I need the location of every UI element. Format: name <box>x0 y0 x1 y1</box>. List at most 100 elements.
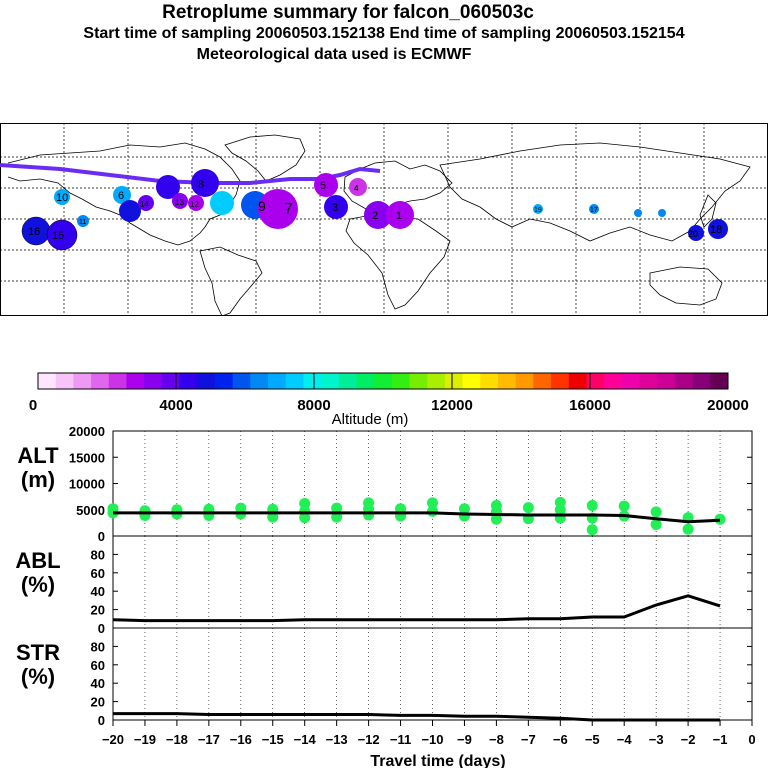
plume-point <box>714 513 726 525</box>
map-label: 3 <box>332 202 338 214</box>
colorbar-tick-label: 8000 <box>297 397 330 414</box>
plume-clusters <box>21 169 728 251</box>
altitude-colorbar: 0 4000 8000 12000 16000 20000 Altitude (m) <box>29 372 749 428</box>
cluster-19b <box>589 204 599 214</box>
y-tick-label: 0 <box>98 713 105 728</box>
panel-ylabel: ALT <box>17 443 59 468</box>
plume-point <box>427 497 438 509</box>
colorbar-cell <box>444 373 464 389</box>
cluster-20 <box>688 225 704 241</box>
colorbar-cell <box>144 373 163 389</box>
y-tick-label: 0 <box>98 529 105 544</box>
colorbar-cell <box>250 373 269 389</box>
x-tick-label: −11 <box>390 732 411 747</box>
y-tick-label: 0 <box>98 621 105 636</box>
x-tick-label: −2 <box>681 732 696 747</box>
median-trajectory <box>0 163 381 185</box>
x-tick-label: −1 <box>713 732 728 747</box>
colorbar-cell <box>391 373 411 389</box>
plume-point <box>618 500 630 512</box>
colorbar-label: Altitude (m) <box>332 411 409 428</box>
colorbar-cell <box>692 373 711 389</box>
colorbar-cell <box>91 373 110 389</box>
panel-frame <box>112 627 753 721</box>
x-tick-label: −16 <box>230 732 252 747</box>
map-label: 7 <box>284 201 293 218</box>
x-tick-label: −8 <box>489 732 504 747</box>
colorbar-cell <box>427 373 446 389</box>
colorbar-cell <box>55 373 74 389</box>
y-tick-label: 15000 <box>69 450 105 465</box>
cluster-5 <box>210 191 234 215</box>
x-tick-label: −12 <box>358 732 380 747</box>
plume-point <box>586 524 598 536</box>
colorbar-cell <box>161 373 181 389</box>
x-tick-label: −15 <box>262 732 284 747</box>
cluster-1 <box>386 201 414 229</box>
asia-coast <box>439 142 751 242</box>
colorbar-cell <box>586 373 605 389</box>
cluster-14 <box>138 195 154 211</box>
y-tick-label: 10000 <box>69 477 105 492</box>
colorbar-ticks: 0 4000 8000 12000 16000 20000 <box>29 373 749 414</box>
map-gridlines <box>0 123 768 316</box>
cluster-15 <box>46 219 78 251</box>
colorbar-tick-label: 4000 <box>159 397 192 414</box>
cluster-4 <box>349 178 367 196</box>
plume-point <box>650 506 662 518</box>
y-tick-label: 5000 <box>76 503 105 518</box>
colorbar-tick-label: 0 <box>29 397 37 414</box>
colorbar-tick-label: 12000 <box>431 397 473 414</box>
panel-ylabel: (%) <box>21 664 55 689</box>
colorbar-cell <box>480 373 499 389</box>
cluster-3 <box>324 195 348 219</box>
north-america-coast <box>7 142 241 246</box>
colorbar-cell <box>621 373 641 389</box>
map-label: 15 <box>52 230 64 242</box>
cluster-6 <box>113 186 131 204</box>
colorbar-cell <box>604 373 623 389</box>
map-label: 14 <box>140 200 149 209</box>
x-tick-label: −17 <box>198 732 220 747</box>
colorbar-cell <box>108 373 127 389</box>
plume-point <box>586 500 598 512</box>
map-label: 16 <box>28 226 40 238</box>
cluster-10 <box>54 189 70 205</box>
colorbar-tick-label: 16000 <box>569 397 611 414</box>
y-tick-label: 20 <box>91 603 105 618</box>
x-axis: −20 −19 −18 −17 −16 −15 −14 −13 −12 −11 −10 −9 −8 −7−… <box>102 720 756 747</box>
x-axis-label: Travel time (days) <box>370 753 505 768</box>
map-label: 13 <box>175 198 184 207</box>
colorbar-cell <box>303 373 322 389</box>
x-tick-label: −10 <box>421 732 443 747</box>
plume-point <box>458 503 470 515</box>
x-tick-label: −14 <box>294 732 317 747</box>
map-label: 1 <box>396 210 402 222</box>
map-label: 18 <box>710 224 722 236</box>
x-tick-label: −20 <box>102 732 124 747</box>
str-line <box>113 712 720 722</box>
colorbar-cell <box>126 373 145 389</box>
y-tick-label: 20000 <box>69 424 105 439</box>
panel-ylabel: (%) <box>21 572 55 597</box>
cluster-8b <box>191 169 219 197</box>
colorbar-cells <box>38 373 729 389</box>
colorbar-cell <box>356 373 375 389</box>
colorbar-frame <box>37 372 729 390</box>
cluster-19d <box>658 209 666 217</box>
colorbar-cell <box>179 373 198 389</box>
plume-point <box>299 497 311 509</box>
panel-frame <box>112 535 753 629</box>
x-tick-label: −4 <box>617 732 633 747</box>
cluster-5b <box>314 173 338 197</box>
retroplume-map: 10 16 15 11 6 14 13 12 8 7 9 5 4 3 2 1 2… <box>0 123 768 316</box>
x-tick-label: −3 <box>649 732 664 747</box>
colorbar-cell <box>38 373 57 389</box>
map-label: 2 <box>372 210 378 222</box>
y-tick-label: 80 <box>91 639 105 654</box>
cluster-17 <box>119 200 141 222</box>
y-tick-label: 80 <box>91 547 105 562</box>
colorbar-cell <box>197 373 216 389</box>
cluster-13 <box>172 193 188 209</box>
